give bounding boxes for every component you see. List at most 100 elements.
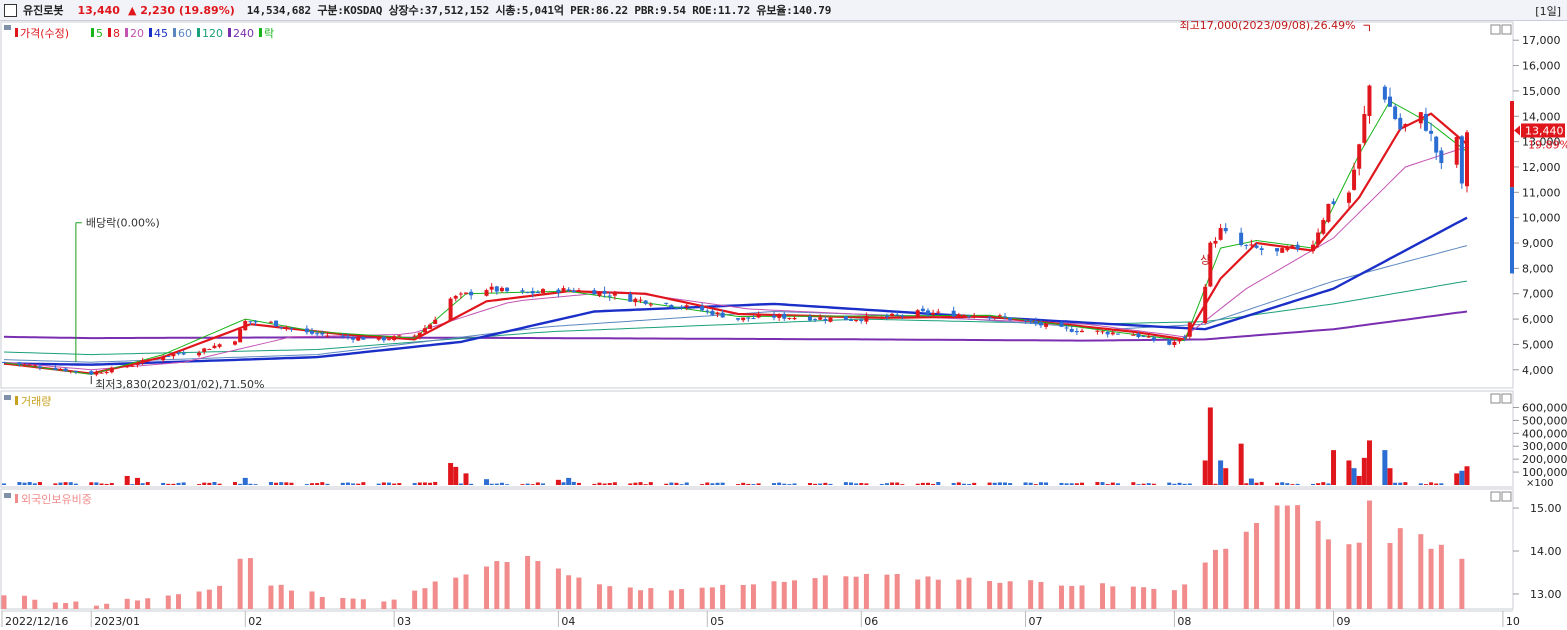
candle-up [1418, 112, 1423, 124]
candle-up [392, 336, 397, 341]
volume-bar [782, 483, 787, 485]
candle-up [1249, 244, 1254, 246]
candle-up [99, 372, 104, 374]
candle-down [1295, 244, 1300, 250]
candle-up [972, 315, 977, 318]
volume-bar [972, 482, 977, 485]
foreign-bar [145, 598, 151, 609]
candle-down [304, 328, 309, 333]
volume-bar [633, 482, 638, 485]
volume-bar [1095, 481, 1100, 485]
pane-close-icon [1501, 491, 1512, 502]
volume-bar [956, 482, 961, 485]
volume-bar [233, 482, 237, 485]
volume-bar [197, 484, 202, 485]
foreign-bar [1100, 583, 1106, 609]
volume-bar [22, 482, 27, 485]
volume-spike-bar [555, 479, 561, 485]
legend-swatch [149, 28, 152, 37]
volume-bar [849, 482, 853, 485]
foreign-bar [22, 595, 28, 609]
volume-bar [289, 482, 294, 485]
candle-up [792, 317, 797, 320]
candle-up [818, 317, 823, 320]
volume-bar [279, 482, 284, 485]
x-tick-label: 03 [397, 615, 411, 628]
volume-bar [381, 482, 386, 485]
foreign-bar [740, 584, 746, 609]
x-tick-label: 2022/12/16 [5, 615, 68, 628]
volume-bar [27, 481, 32, 485]
candle-up [68, 370, 73, 372]
candle-down [746, 317, 751, 319]
volume-bar [900, 484, 905, 485]
volume-bar [777, 482, 782, 485]
price-pane: 17,000 16,000 15,000 14,000 13,000 12,000 11,0… [0, 21, 1567, 391]
legend-label: 락 [264, 27, 274, 40]
volume-bar [1059, 482, 1064, 485]
candle-down [1003, 316, 1007, 318]
pane-handle [4, 493, 11, 498]
foreign-bar [432, 581, 438, 609]
current-pct-label: 19.89% [1528, 138, 1567, 151]
foreign-bar [1007, 581, 1013, 609]
current-price-box [1521, 123, 1565, 138]
volume-bar [772, 483, 776, 485]
foreign-bar [1295, 505, 1301, 609]
volume-bar [422, 482, 427, 485]
range-bar-down [1510, 187, 1514, 274]
candle-down [520, 290, 525, 292]
volume-spike-bar [1454, 473, 1460, 485]
foreign-bar [93, 605, 99, 609]
volume-bar [412, 483, 417, 485]
volume-bar [1295, 483, 1300, 485]
volume-bar [161, 482, 166, 485]
volume-bar [1146, 483, 1151, 485]
candle-down [664, 302, 669, 304]
foreign-bar [935, 579, 941, 609]
volume-bar [1167, 482, 1172, 485]
candle-up [864, 315, 869, 322]
volume-bar [643, 484, 648, 485]
candle-down [700, 306, 705, 311]
candle-up [458, 293, 463, 295]
foreign-bar [1151, 588, 1157, 609]
period-selector[interactable]: [1일] [1535, 5, 1561, 18]
candle-down [1388, 96, 1392, 107]
volume-bar [741, 482, 746, 485]
foreign-tick-label: 13.00 [1530, 588, 1562, 601]
volume-bar [356, 483, 361, 485]
volume-bar [1259, 481, 1264, 485]
candle-down [1074, 330, 1079, 333]
volume-bar [936, 481, 941, 485]
foreign-bar [627, 587, 633, 609]
candle-down [320, 332, 325, 335]
candle-down [967, 316, 972, 318]
volume-spike-bar [1207, 407, 1213, 485]
candle-up [58, 369, 63, 371]
candle-up [1321, 220, 1326, 234]
volume-bar [607, 483, 612, 485]
candle-up [202, 348, 207, 352]
candle-up [412, 335, 417, 337]
candle-down [1028, 319, 1033, 322]
volume-spike-bar [1223, 468, 1229, 485]
legend-swatch [91, 28, 94, 37]
pane-close-icon [1501, 24, 1512, 35]
volume-bar [1151, 483, 1156, 485]
foreign-bar [1366, 500, 1372, 609]
volume-pane: 600,000500,000400,000300,000200,000100,0… [0, 390, 1567, 489]
volume-bar [961, 483, 966, 485]
candle-up [1044, 323, 1049, 327]
volume-bar [397, 483, 402, 485]
volume-bar [340, 482, 345, 485]
foreign-bar [638, 590, 644, 609]
checkbox[interactable] [4, 3, 17, 17]
candle-down [279, 327, 284, 329]
volume-bar [807, 483, 812, 485]
foreign-bar [699, 587, 705, 609]
candle-down [679, 306, 684, 308]
volume-bar [530, 484, 535, 485]
volume-spike-bar [1346, 460, 1352, 485]
volume-bar [1100, 482, 1105, 485]
